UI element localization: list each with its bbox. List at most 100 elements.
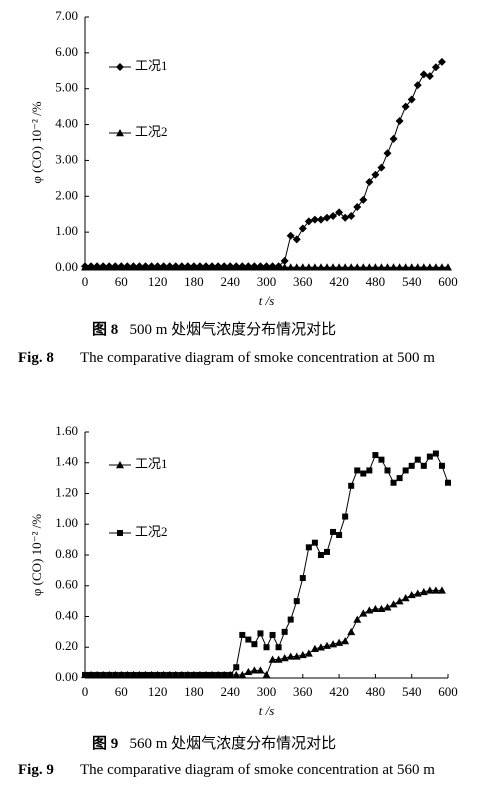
marker	[365, 177, 374, 186]
marker	[304, 217, 313, 226]
marker	[395, 263, 404, 271]
x-tick-label: 180	[184, 274, 204, 289]
marker	[177, 263, 186, 271]
marker	[215, 671, 222, 678]
marker	[268, 655, 277, 663]
marker	[335, 208, 344, 217]
marker	[117, 530, 123, 536]
marker	[437, 586, 446, 594]
legend-label: 工况2	[135, 524, 168, 539]
marker	[123, 263, 132, 271]
marker	[298, 224, 307, 233]
marker	[329, 212, 338, 221]
marker	[347, 212, 356, 221]
marker	[250, 666, 259, 674]
x-tick-label: 0	[82, 684, 89, 699]
marker	[432, 450, 439, 457]
marker	[366, 467, 373, 474]
marker	[280, 256, 289, 265]
marker	[304, 649, 313, 657]
marker	[372, 452, 379, 459]
marker	[233, 664, 240, 671]
marker	[371, 170, 380, 179]
marker	[383, 149, 392, 158]
y-tick-label: 3.00	[55, 151, 78, 166]
marker	[147, 263, 156, 271]
marker	[335, 638, 344, 646]
marker	[341, 637, 350, 645]
marker	[347, 627, 356, 636]
marker	[310, 215, 319, 224]
marker	[431, 586, 440, 594]
marker	[87, 263, 96, 271]
caption-cn: 图 8 500 m 处烟气浓度分布情况对比	[92, 318, 336, 339]
marker	[286, 231, 295, 240]
marker	[396, 475, 403, 482]
marker	[419, 70, 428, 79]
marker	[116, 129, 124, 137]
marker	[238, 263, 247, 271]
marker	[389, 263, 398, 271]
marker	[287, 616, 294, 623]
marker	[203, 671, 209, 678]
marker	[371, 263, 380, 271]
legend-label: 工况1	[135, 456, 168, 471]
marker	[377, 163, 386, 172]
marker	[395, 597, 404, 605]
marker	[329, 263, 338, 271]
x-tick-label: 360	[293, 684, 313, 699]
y-tick-label: 1.00	[55, 515, 78, 530]
y-tick-label: 5.00	[55, 80, 78, 95]
x-tick-label: 300	[257, 274, 277, 289]
marker	[437, 263, 446, 271]
x-tick-label: 240	[220, 274, 240, 289]
series-line	[85, 589, 442, 676]
marker	[365, 606, 374, 614]
marker	[426, 453, 433, 460]
y-tick-label: 0.60	[55, 577, 78, 592]
marker	[269, 631, 276, 638]
x-tick-label: 540	[402, 684, 422, 699]
marker	[171, 263, 180, 271]
marker	[377, 604, 386, 613]
marker	[371, 604, 380, 613]
marker	[342, 513, 349, 520]
legend-label: 工况2	[135, 124, 168, 139]
marker	[154, 671, 161, 678]
marker	[413, 263, 422, 271]
marker	[184, 671, 191, 678]
marker	[251, 641, 258, 648]
marker	[221, 671, 228, 678]
marker	[195, 263, 204, 271]
marker	[420, 462, 427, 469]
marker	[311, 539, 318, 546]
marker	[378, 456, 385, 463]
marker	[408, 462, 415, 469]
marker	[341, 263, 350, 271]
marker	[310, 263, 319, 271]
x-tick-label: 600	[438, 684, 458, 699]
marker	[407, 95, 416, 104]
marker	[384, 467, 391, 474]
marker	[116, 63, 124, 71]
marker	[437, 57, 446, 66]
marker	[88, 671, 95, 678]
marker	[293, 598, 300, 605]
marker	[359, 609, 368, 617]
marker	[183, 263, 192, 271]
marker	[227, 671, 234, 678]
marker	[256, 666, 265, 674]
marker	[135, 263, 144, 271]
caption-cn: 图 9 560 m 处烟气浓度分布情况对比	[92, 732, 336, 753]
marker	[142, 671, 149, 678]
marker	[166, 671, 173, 678]
x-axis-label: t /s	[259, 293, 275, 308]
marker	[196, 671, 203, 678]
marker	[94, 671, 101, 678]
y-tick-label: 1.20	[55, 484, 78, 499]
x-axis-label: t /s	[259, 703, 275, 718]
marker	[401, 594, 410, 602]
x-tick-label: 480	[366, 684, 386, 699]
marker	[323, 263, 331, 271]
marker	[407, 590, 416, 599]
